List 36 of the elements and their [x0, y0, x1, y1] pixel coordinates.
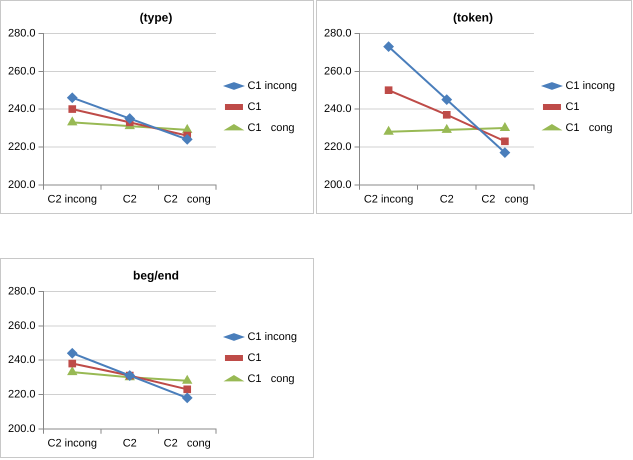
- x-tick-label: C2 incong: [364, 193, 414, 206]
- y-tick-label: 200.0: [8, 178, 36, 191]
- y-tick-label: 260.0: [324, 65, 352, 78]
- y-tick-label: 260.0: [8, 320, 36, 332]
- y-tick-label: 200.0: [8, 422, 36, 435]
- legend-label: C1 cong: [565, 122, 613, 134]
- legend-label: C1 incong: [247, 331, 298, 344]
- legend-label: C1 cong: [247, 373, 295, 386]
- x-tick-label: C2 cong: [164, 193, 211, 206]
- legend-label: C1: [565, 101, 580, 114]
- x-tick-label: C2: [440, 193, 454, 206]
- legend-label: C1 incong: [247, 80, 298, 92]
- legend-label: C1 cong: [247, 122, 295, 134]
- y-tick-label: 240.0: [8, 354, 36, 366]
- legend-label: C1: [247, 352, 262, 364]
- y-tick-label: 280.0: [324, 27, 352, 40]
- y-tick-label: 240.0: [8, 103, 36, 116]
- y-tick-label: 280.0: [8, 285, 36, 298]
- legend-label: C1: [247, 101, 262, 114]
- x-tick-label: C2: [122, 437, 137, 450]
- x-tick-label: C2: [122, 193, 137, 206]
- x-tick-label: C2 cong: [164, 437, 211, 450]
- x-tick-label: C2 cong: [481, 193, 528, 206]
- chart-title: (token): [453, 10, 493, 25]
- chart-title: beg/end: [132, 268, 180, 283]
- y-tick-label: 220.0: [8, 388, 36, 400]
- y-tick-label: 260.0: [8, 65, 36, 78]
- y-tick-label: 200.0: [324, 178, 352, 191]
- y-tick-label: 220.0: [8, 140, 36, 153]
- legend-label: C1 incong: [565, 80, 616, 92]
- x-tick-label: C2 incong: [47, 193, 98, 206]
- x-tick-label: C2 incong: [47, 437, 98, 450]
- y-tick-label: 240.0: [324, 103, 352, 116]
- chart-title: (type): [140, 10, 172, 25]
- y-tick-label: 280.0: [8, 27, 36, 40]
- y-tick-label: 220.0: [324, 140, 352, 153]
